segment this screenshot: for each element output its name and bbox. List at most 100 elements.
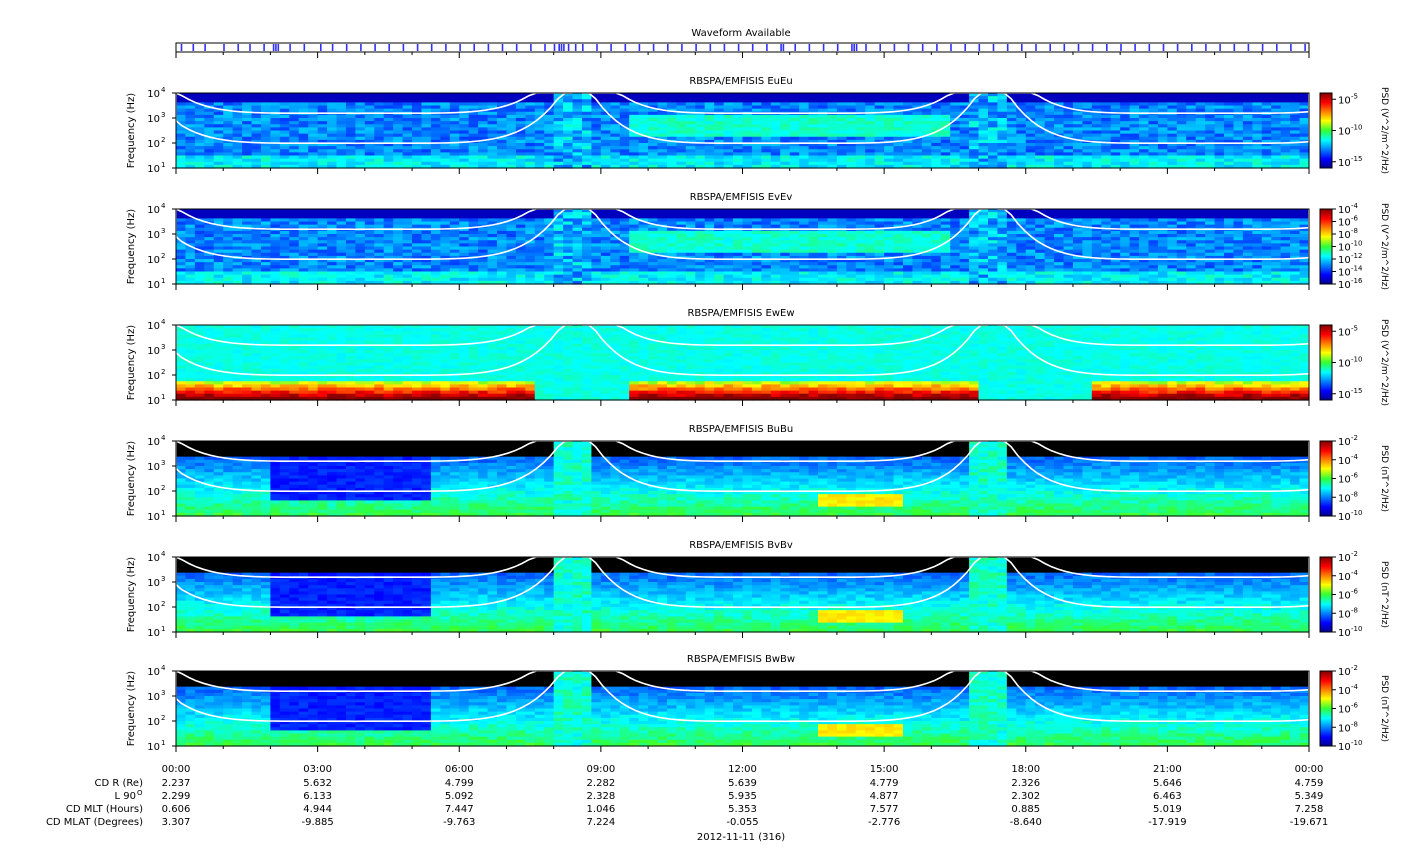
- spectrogram-cell: [478, 105, 489, 110]
- spectrogram-cell: [449, 255, 460, 260]
- spectrogram-cell: [497, 262, 508, 266]
- spectrogram-cell: [251, 209, 262, 213]
- spectrogram-cell: [563, 152, 574, 157]
- spectrogram-cell: [185, 118, 196, 122]
- spectrogram-cell: [355, 164, 366, 169]
- spectrogram-cell: [563, 155, 574, 160]
- spectrogram-cell: [298, 99, 309, 103]
- spectrogram-cell: [393, 277, 404, 282]
- spectrogram-cell: [619, 271, 630, 276]
- spectrogram-cell: [459, 133, 470, 138]
- spectrogram-cell: [204, 265, 215, 269]
- spectrogram-cell: [676, 121, 687, 125]
- spectrogram-cell: [260, 136, 272, 141]
- spectrogram-cell: [591, 121, 602, 125]
- spectrogram-cell: [1157, 127, 1168, 132]
- spectrogram-cell: [194, 271, 205, 276]
- spectrogram-cell: [581, 224, 593, 229]
- waveform-panel: Waveform Available: [175, 28, 1310, 58]
- spectrogram-cell: [836, 146, 847, 150]
- spectrogram-cell: [440, 102, 451, 107]
- spectrogram-cell: [327, 215, 338, 219]
- waveform-mark: [582, 44, 584, 51]
- spectrogram-cell: [1129, 143, 1140, 147]
- spectrogram-cell: [827, 130, 838, 135]
- spectrogram-cell: [176, 124, 187, 128]
- spectrogram-cell: [497, 143, 508, 147]
- spectrogram-cell: [818, 158, 829, 163]
- spectrogram-cell: [1139, 114, 1150, 119]
- spectrogram-cell: [723, 99, 734, 103]
- spectrogram-cell: [1072, 105, 1083, 110]
- waveform-mark: [964, 44, 966, 51]
- spectrogram-cell: [1025, 127, 1036, 132]
- spectrogram-cell: [723, 255, 734, 260]
- spectrogram-cell: [515, 240, 526, 244]
- spectrogram-cell: [1110, 155, 1121, 160]
- spectrogram-cell: [251, 118, 262, 122]
- spectrogram-cell: [308, 230, 319, 235]
- spectrogram-cell: [478, 259, 489, 263]
- spectrogram-cell: [751, 280, 762, 285]
- spectrogram-cell: [1290, 105, 1301, 110]
- spectrogram-cell: [402, 262, 413, 266]
- spectrogram-cell: [789, 252, 800, 257]
- spectrogram-cell: [251, 143, 262, 147]
- spectrogram-cell: [1233, 102, 1244, 107]
- spectrogram-cell: [780, 133, 791, 138]
- waveform-mark: [879, 44, 881, 51]
- spectrogram-cell: [695, 108, 706, 113]
- spectrogram-cell: [563, 108, 574, 113]
- spectrogram-cell: [468, 158, 479, 163]
- spectrogram-cell: [515, 237, 526, 241]
- spectrogram-cell: [912, 149, 923, 153]
- spectrogram-cell: [723, 259, 734, 263]
- spectrogram-cell: [260, 114, 272, 119]
- spectrogram-cell: [581, 252, 593, 257]
- spectrogram-cell: [194, 152, 205, 157]
- spectrogram-cell: [884, 146, 895, 150]
- spectrogram-cell: [600, 246, 611, 251]
- spectrogram-cell: [629, 146, 640, 150]
- spectrogram-cell: [704, 133, 715, 138]
- spectrogram-cell: [733, 158, 744, 163]
- spectrogram-cell: [430, 130, 441, 135]
- spectrogram-cell: [836, 96, 847, 100]
- spectrogram-cell: [1242, 127, 1253, 132]
- spectrogram-cell: [223, 280, 234, 285]
- spectrogram-cell: [1242, 143, 1253, 147]
- spectrogram-cell: [364, 136, 375, 141]
- spectrogram-cell: [903, 252, 914, 257]
- spectrogram-cell: [487, 274, 498, 279]
- spectrogram-cell: [836, 252, 847, 257]
- spectrogram-cell: [912, 93, 923, 97]
- spectrogram-cell: [846, 158, 857, 163]
- spectrogram-cell: [487, 127, 498, 132]
- spectrogram-cell: [704, 252, 715, 257]
- spectrogram-cell: [459, 158, 470, 163]
- spectrogram-cell: [393, 237, 404, 241]
- spectrogram-cell: [1157, 124, 1168, 128]
- spectrogram-cell: [714, 277, 725, 282]
- spectrogram-cell: [780, 143, 791, 147]
- spectrogram-cell: [874, 133, 885, 138]
- spectrogram-cell: [931, 105, 942, 110]
- spectrogram-cell: [581, 274, 593, 279]
- spectrogram-cell: [818, 246, 829, 251]
- spectrogram-cell: [912, 268, 923, 273]
- spectrogram-cell: [893, 274, 904, 279]
- spectrogram-cell: [506, 209, 517, 213]
- spectrogram-cell: [298, 249, 309, 254]
- spectrogram-cell: [270, 152, 281, 157]
- spectrogram-cell: [204, 249, 215, 254]
- spectrogram-cell: [808, 139, 819, 144]
- spectrogram-cell: [638, 127, 649, 132]
- spectrogram-cell: [1233, 149, 1244, 153]
- spectrogram-cell: [232, 161, 243, 166]
- spectrogram-cell: [704, 158, 715, 163]
- spectrogram-cell: [751, 149, 762, 153]
- spectrogram-cell: [525, 274, 536, 279]
- spectrogram-cell: [176, 99, 187, 103]
- spectrogram-cell: [780, 237, 791, 241]
- spectrogram-cell: [1224, 139, 1235, 144]
